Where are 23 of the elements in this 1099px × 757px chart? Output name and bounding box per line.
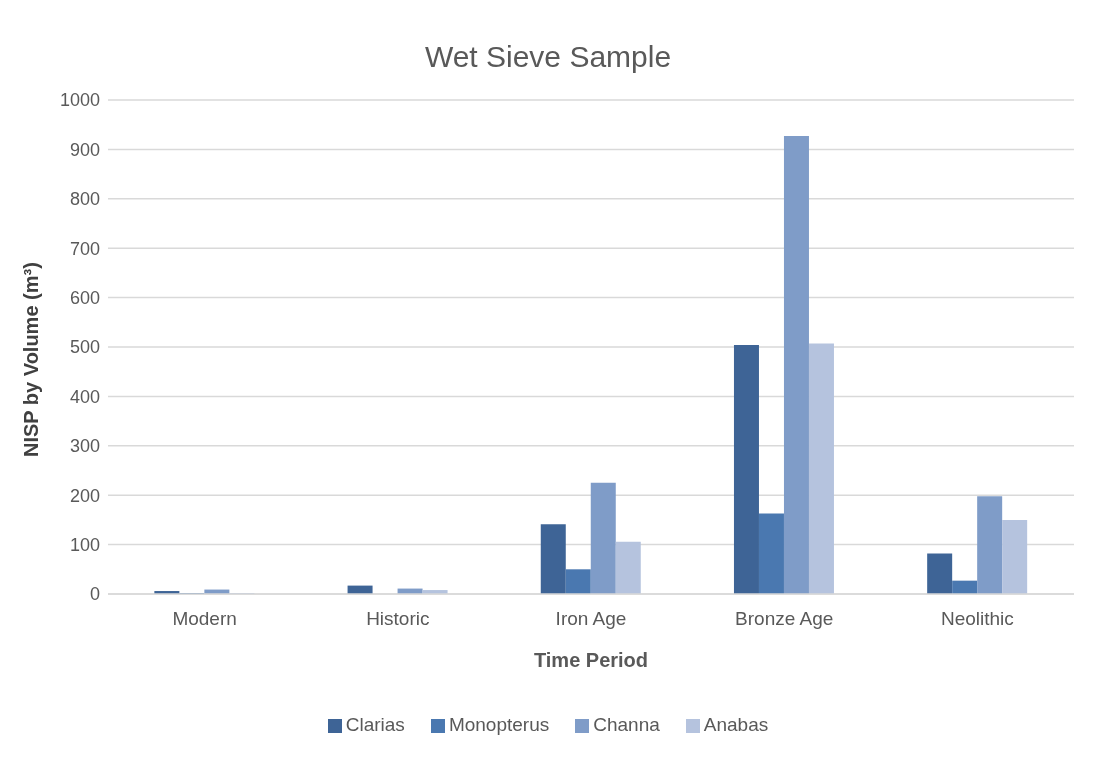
y-tick-label: 1000 <box>59 90 100 111</box>
y-tick-label: 200 <box>69 485 100 506</box>
y-tick-label: 900 <box>69 139 100 160</box>
y-tick-label: 700 <box>69 238 100 259</box>
y-tick-label: 400 <box>69 386 100 407</box>
x-tick-label: Neolithic <box>940 608 1014 630</box>
legend-label: Channa <box>593 714 660 735</box>
x-tick-label: Modern <box>172 608 237 630</box>
legend-label: Clarias <box>345 714 405 735</box>
y-tick-label: 0 <box>89 584 100 605</box>
y-tick-label: 300 <box>69 436 100 457</box>
x-tick-label: Historic <box>366 608 430 630</box>
y-tick-label: 500 <box>69 337 100 358</box>
x-tick-label: Iron Age <box>555 608 627 630</box>
legend-label: Anabas <box>703 714 769 735</box>
x-axis-title: Time Period <box>533 649 649 672</box>
y-tick-label: 100 <box>69 534 100 555</box>
legend-label: Monopterus <box>448 714 550 735</box>
y-axis-title: NISP by Volume (m³) <box>20 262 43 457</box>
y-tick-label: 600 <box>69 287 100 308</box>
y-tick-label: 800 <box>69 189 100 210</box>
chart-title: Wet Sieve Sample <box>423 40 673 74</box>
x-tick-label: Bronze Age <box>735 608 834 630</box>
